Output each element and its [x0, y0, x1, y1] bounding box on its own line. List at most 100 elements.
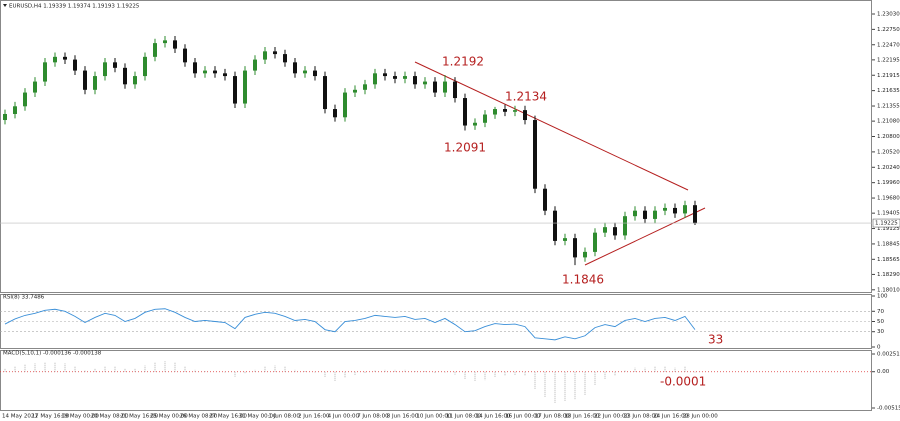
- candle-body: [313, 70, 317, 77]
- y-tick-label: 1.19680: [877, 196, 900, 202]
- y-tick-label: 1.23030: [877, 11, 900, 17]
- candle-body: [53, 56, 57, 63]
- macd-panel: [0, 350, 872, 411]
- y-tick-label: 100: [877, 294, 888, 300]
- y-tick-label: 50: [877, 319, 884, 325]
- price-annotation: 1.1846: [562, 273, 604, 287]
- y-tick-label: 1.19405: [877, 211, 900, 217]
- x-tick-label: 21 May 16:00: [120, 414, 158, 420]
- y-tick-label: 30: [877, 329, 884, 335]
- candle-body: [213, 70, 217, 74]
- x-tick-label: 14 Jun 16:00: [476, 414, 511, 420]
- x-tick-label: 8 Jun 16:00: [387, 414, 419, 420]
- candle-body: [513, 110, 517, 112]
- resistance-trendline: [414, 61, 689, 191]
- current-price-box: [872, 218, 900, 228]
- candle-body: [613, 227, 617, 236]
- candle-body: [553, 210, 557, 241]
- candle-body: [83, 70, 87, 90]
- candle-body: [403, 76, 407, 79]
- y-tick-label: 0.00: [877, 369, 890, 375]
- x-tick-label: 4 Jun 00:00: [328, 414, 360, 420]
- y-tick-label: 1.21080: [877, 119, 900, 125]
- symbol-dropdown[interactable]: [3, 4, 7, 7]
- y-tick-label: 1.20240: [877, 165, 900, 171]
- candle-body: [373, 73, 377, 85]
- price-annotation: 1.2134: [505, 90, 547, 104]
- candle-body: [333, 109, 337, 118]
- candle-body: [43, 62, 47, 82]
- x-tick-label: 23 Jun 08:00: [624, 414, 659, 420]
- y-tick-label: 1.21635: [877, 88, 900, 94]
- candle-body: [3, 113, 7, 121]
- y-tick-label: 1.19125: [877, 226, 900, 232]
- candle-body: [253, 59, 257, 71]
- x-tick-label: 11 Jun 08:00: [446, 414, 481, 420]
- indicator-title: RSI(8) 33.7486: [3, 295, 45, 301]
- candle-body: [163, 40, 167, 44]
- x-tick-label: 14 May 2021: [2, 414, 38, 420]
- candle-body: [583, 251, 587, 258]
- candle-body: [233, 76, 237, 104]
- candle-body: [323, 76, 327, 110]
- candle-body: [643, 210, 647, 219]
- x-tick-label: 1 Jun 08:00: [268, 414, 300, 420]
- x-tick-label: 25 May 00:00: [150, 414, 188, 420]
- candle-body: [293, 62, 297, 74]
- y-tick-label: 1.18290: [877, 272, 900, 278]
- candle-body: [283, 54, 287, 63]
- candle-body: [603, 227, 607, 233]
- candle-body: [633, 210, 637, 217]
- price-annotation: 1.2091: [444, 141, 486, 155]
- indicator-annotation: -0.0001: [660, 375, 706, 389]
- candle-body: [13, 106, 17, 114]
- indicator-annotation: 33: [708, 333, 723, 347]
- candle-body: [523, 110, 527, 121]
- candle-body: [453, 81, 457, 99]
- candle-body: [663, 207, 667, 211]
- y-tick-label: 1.19960: [877, 180, 900, 186]
- y-tick-label: 1.18565: [877, 257, 900, 263]
- candle-body: [683, 205, 687, 214]
- candle-body: [223, 73, 227, 77]
- candle-body: [383, 73, 387, 77]
- y-tick-label: 1.22470: [877, 42, 900, 48]
- candle-body: [113, 62, 117, 68]
- candle-body: [483, 114, 487, 123]
- y-tick-label: 0.002515: [877, 352, 900, 358]
- x-tick-label: 26 May 08:00: [180, 414, 218, 420]
- candle-body: [463, 98, 467, 126]
- candle-body: [243, 70, 247, 104]
- y-tick-label: 70: [877, 309, 884, 315]
- candle-body: [103, 62, 107, 77]
- candle-body: [433, 81, 437, 93]
- x-tick-label: 10 Jun 00:00: [416, 414, 451, 420]
- candle-body: [93, 76, 97, 90]
- candle-body: [183, 48, 187, 63]
- y-tick-label: 1.22750: [877, 27, 900, 33]
- candle-body: [493, 109, 497, 115]
- candle-body: [123, 67, 127, 85]
- candle-body: [563, 238, 567, 241]
- x-tick-label: 28 Jun 00:00: [683, 414, 718, 420]
- candle-body: [143, 56, 147, 77]
- candle-body: [353, 89, 357, 93]
- candle-body: [543, 188, 547, 211]
- candle-body: [413, 76, 417, 85]
- price-panel: [0, 0, 872, 293]
- y-tick-label: 1.21915: [877, 73, 900, 79]
- x-tick-label: 7 Jun 08:00: [357, 414, 389, 420]
- candle-body: [203, 70, 207, 74]
- candle-body: [33, 81, 37, 93]
- candle-body: [393, 76, 397, 79]
- candle-body: [303, 70, 307, 74]
- indicator-title: MACD(5,10,1) -0.000136 -0.000138: [3, 351, 102, 357]
- y-tick-label: 1.22195: [877, 57, 900, 63]
- x-tick-label: 24 Jun 16:00: [653, 414, 688, 420]
- candle-body: [473, 122, 477, 126]
- candle-body: [503, 109, 507, 112]
- x-tick-label: 17 Jun 08:00: [535, 414, 570, 420]
- candle-body: [533, 120, 537, 189]
- y-tick-label: 1.21355: [877, 104, 900, 110]
